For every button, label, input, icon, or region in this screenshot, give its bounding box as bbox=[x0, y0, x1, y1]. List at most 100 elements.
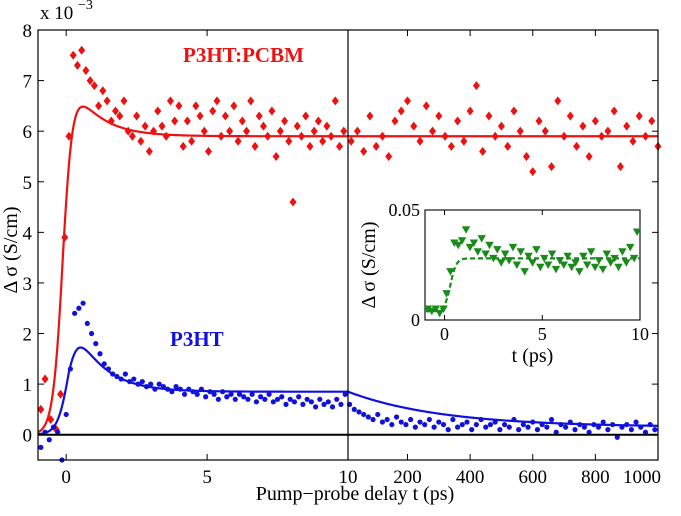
data-point-p3ht bbox=[431, 424, 437, 430]
inset-data-point bbox=[485, 241, 494, 250]
data-point-p3ht bbox=[270, 399, 276, 405]
data-point-p3ht-pcbm bbox=[535, 116, 543, 126]
data-point-p3ht-pcbm bbox=[372, 141, 380, 151]
inset-data-point bbox=[465, 243, 475, 252]
data-point-p3ht bbox=[253, 399, 260, 405]
x-tick-label: 1000 bbox=[623, 467, 661, 488]
data-point-p3ht bbox=[177, 386, 183, 392]
data-point-p3ht-pcbm bbox=[391, 116, 399, 126]
data-point-p3ht-pcbm bbox=[73, 60, 81, 70]
data-point-p3ht-pcbm bbox=[403, 96, 411, 106]
data-point-p3ht-pcbm bbox=[522, 151, 530, 161]
data-point-p3ht bbox=[241, 394, 247, 400]
data-point-p3ht-pcbm bbox=[310, 126, 318, 136]
data-point-p3ht bbox=[473, 421, 479, 428]
data-point-p3ht bbox=[287, 396, 293, 402]
data-point-p3ht bbox=[506, 424, 512, 430]
data-point-p3ht bbox=[232, 396, 238, 402]
inset-data-point bbox=[473, 248, 482, 256]
data-point-p3ht-pcbm bbox=[353, 126, 361, 136]
data-point-p3ht bbox=[384, 416, 390, 423]
data-point-p3ht-pcbm bbox=[306, 141, 314, 151]
data-point-p3ht bbox=[567, 419, 573, 425]
data-point-p3ht-pcbm bbox=[331, 96, 339, 106]
data-point-p3ht-pcbm bbox=[573, 141, 581, 151]
inset-data-point bbox=[610, 254, 619, 263]
data-point-p3ht-pcbm bbox=[641, 131, 649, 141]
data-point-p3ht-pcbm bbox=[554, 96, 562, 106]
inset-data-point bbox=[512, 261, 522, 269]
inset-data-point bbox=[583, 261, 592, 269]
data-point-p3ht-pcbm bbox=[466, 106, 474, 116]
data-point-p3ht-pcbm bbox=[259, 121, 267, 131]
data-point-p3ht bbox=[436, 419, 442, 425]
data-point-p3ht-pcbm bbox=[635, 111, 643, 121]
data-point-p3ht-pcbm bbox=[230, 101, 238, 111]
data-point-p3ht bbox=[190, 389, 196, 395]
data-point-p3ht bbox=[139, 378, 145, 385]
data-point-p3ht bbox=[143, 384, 150, 390]
data-point-p3ht-pcbm bbox=[579, 121, 587, 131]
data-point-p3ht-pcbm bbox=[510, 106, 518, 116]
data-point-p3ht bbox=[548, 416, 555, 423]
data-point-p3ht bbox=[365, 414, 371, 420]
data-point-p3ht bbox=[534, 427, 541, 433]
data-point-p3ht-pcbm bbox=[429, 126, 437, 136]
data-point-p3ht-pcbm bbox=[171, 116, 179, 126]
x-tick-label: 10 bbox=[339, 467, 358, 488]
data-point-p3ht bbox=[577, 421, 583, 428]
data-point-p3ht-pcbm bbox=[86, 76, 94, 86]
data-point-p3ht-pcbm bbox=[298, 131, 305, 141]
data-point-p3ht bbox=[408, 416, 414, 423]
data-point-p3ht bbox=[312, 404, 319, 410]
data-point-p3ht bbox=[591, 421, 597, 428]
data-point-p3ht-pcbm bbox=[238, 116, 246, 126]
data-point-p3ht bbox=[173, 384, 179, 390]
data-point-p3ht-pcbm bbox=[103, 96, 111, 106]
x-tick-label: 5 bbox=[202, 467, 212, 488]
inset-data-point bbox=[614, 263, 623, 272]
data-point-p3ht-pcbm bbox=[516, 126, 524, 136]
data-point-p3ht-pcbm bbox=[610, 106, 618, 116]
data-point-p3ht-pcbm bbox=[175, 101, 183, 111]
data-point-p3ht-pcbm bbox=[302, 111, 310, 121]
inset-data-point bbox=[586, 248, 596, 256]
data-point-p3ht bbox=[76, 305, 82, 311]
inset-data-point bbox=[563, 252, 572, 261]
data-point-p3ht-pcbm bbox=[566, 111, 574, 121]
data-point-p3ht bbox=[572, 427, 578, 433]
data-point-p3ht-pcbm bbox=[192, 101, 200, 111]
data-point-p3ht bbox=[619, 424, 625, 430]
data-point-p3ht-pcbm bbox=[460, 136, 468, 146]
data-point-p3ht-pcbm bbox=[69, 50, 77, 60]
data-point-p3ht bbox=[638, 424, 644, 430]
data-point-p3ht bbox=[42, 429, 48, 435]
data-point-p3ht-pcbm bbox=[340, 126, 348, 136]
data-point-p3ht bbox=[595, 424, 602, 430]
data-point-p3ht-pcbm bbox=[598, 131, 606, 141]
data-point-p3ht-pcbm bbox=[124, 126, 132, 136]
data-point-p3ht-pcbm bbox=[205, 146, 212, 156]
data-point-p3ht bbox=[194, 391, 200, 397]
data-point-p3ht bbox=[516, 427, 522, 433]
data-point-p3ht bbox=[118, 376, 124, 382]
inset-data-point bbox=[602, 250, 611, 258]
data-point-p3ht bbox=[356, 409, 362, 415]
y-tick-label: 4 bbox=[23, 223, 33, 244]
inset-data-point bbox=[540, 254, 549, 263]
data-point-p3ht bbox=[325, 399, 331, 405]
inset-data-point bbox=[571, 259, 580, 267]
data-point-p3ht-pcbm bbox=[560, 131, 568, 141]
inset-data-point bbox=[454, 241, 463, 250]
data-point-p3ht bbox=[219, 389, 226, 395]
inset-data-point bbox=[559, 261, 568, 269]
data-point-p3ht-pcbm bbox=[251, 141, 259, 151]
data-point-p3ht bbox=[266, 391, 272, 397]
inset-data-point bbox=[606, 259, 615, 267]
data-point-p3ht bbox=[586, 429, 592, 435]
data-point-p3ht bbox=[296, 394, 302, 400]
inset-data-point bbox=[536, 263, 545, 272]
x-tick-label: 600 bbox=[518, 467, 547, 488]
data-point-p3ht bbox=[169, 389, 175, 395]
